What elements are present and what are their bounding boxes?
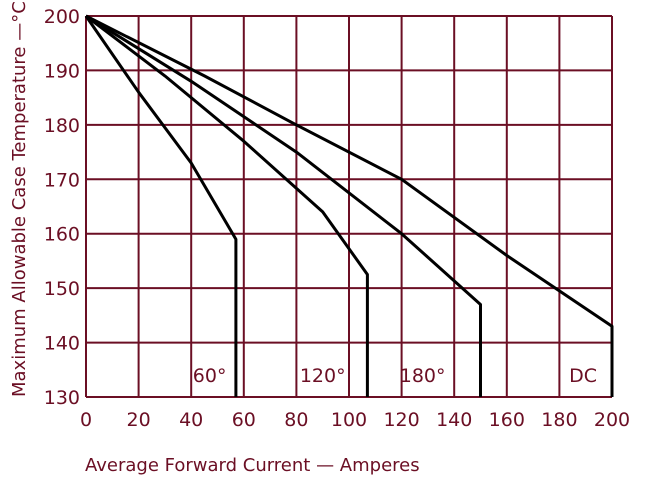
series-label: DC: [569, 365, 597, 387]
x-tick-label: 0: [80, 409, 92, 431]
x-tick-label: 60: [232, 409, 256, 431]
x-tick-label: 200: [594, 409, 630, 431]
series-label: 120°: [300, 365, 346, 387]
y-tick-label: 200: [44, 6, 80, 28]
curves: [84, 14, 614, 397]
y-tick-label: 150: [44, 278, 80, 300]
x-tick-label: 80: [284, 409, 308, 431]
series-line: [85, 14, 482, 397]
series-line: [85, 14, 369, 397]
x-tick-label: 40: [179, 409, 203, 431]
y-tick-label: 170: [44, 169, 80, 191]
x-tick-label: 100: [331, 409, 367, 431]
x-tick-labels: 0 20 40 60 80 100 120 140 160 180 200: [80, 409, 630, 431]
x-tick-label: 120: [383, 409, 419, 431]
y-tick-labels: 130 140 150 160 170 180 190 200: [44, 6, 80, 409]
x-tick-label: 180: [541, 409, 577, 431]
series-label: 180°: [400, 365, 446, 387]
y-tick-label: 180: [44, 115, 80, 137]
series-label: 60°: [193, 365, 227, 387]
series-line: [84, 15, 238, 397]
series-labels: 60° 120° 180° DC: [193, 365, 597, 387]
x-axis-label: Average Forward Current — Amperes: [85, 455, 420, 476]
series-line: [85, 14, 614, 397]
y-tick-label: 140: [44, 333, 80, 355]
y-tick-label: 130: [44, 387, 80, 409]
grid: [85, 15, 613, 398]
y-axis-label: Maximum Allowable Case Temperature —°C: [9, 1, 30, 397]
y-tick-label: 190: [44, 60, 80, 82]
x-tick-label: 20: [127, 409, 151, 431]
y-tick-label: 160: [44, 224, 80, 246]
x-tick-label: 140: [436, 409, 472, 431]
x-tick-label: 160: [489, 409, 525, 431]
